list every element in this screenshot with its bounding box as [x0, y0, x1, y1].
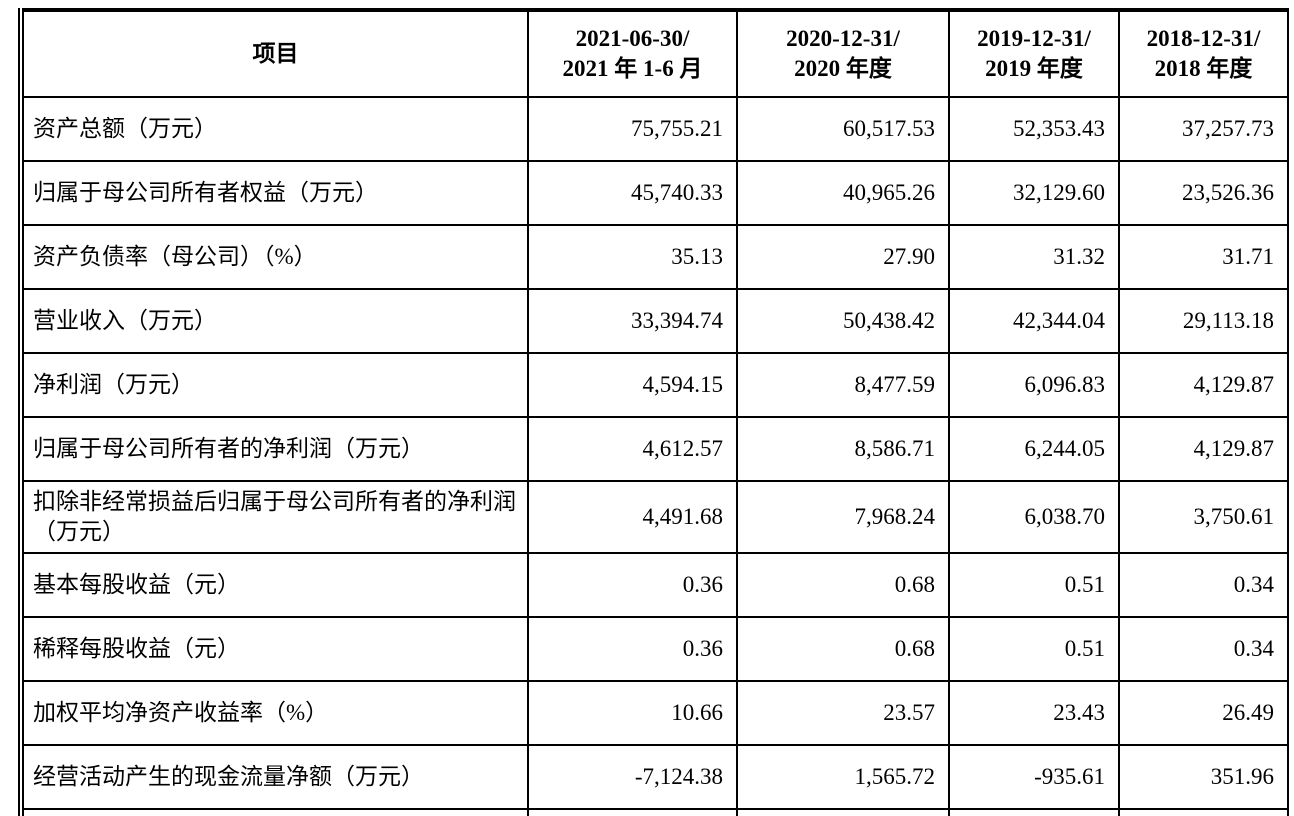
table-row-parent-net-profit: 归属于母公司所有者的净利润（万元） 4,612.57 8,586.71 6,24…	[20, 416, 1289, 482]
value-cell: 351.96	[1118, 744, 1289, 810]
value-cell: 10.66	[527, 680, 738, 746]
row-label: 资产负债率（母公司）（%）	[20, 224, 529, 290]
row-label: 基本每股收益（元）	[20, 552, 529, 618]
row-label: 净利润（万元）	[20, 352, 529, 418]
table-row-basic-eps: 基本每股收益（元） 0.36 0.68 0.51 0.34	[20, 552, 1289, 618]
value-cell: 33,394.74	[527, 288, 738, 354]
value-cell: 23.43	[948, 680, 1120, 746]
value-cell: 23,526.36	[1118, 160, 1289, 226]
header-period-range: 2018 年度	[1154, 56, 1253, 81]
value-cell: 31.71	[1118, 224, 1289, 290]
value-cell: 4,491.68	[527, 480, 738, 554]
value-cell: 45,740.33	[527, 160, 738, 226]
value-cell: 23.57	[736, 680, 950, 746]
header-cell-item: 项目	[20, 9, 529, 98]
value-cell: 37,257.73	[1118, 96, 1289, 162]
value-cell: -	[948, 808, 1120, 816]
value-cell: 0.51	[948, 616, 1120, 682]
row-label: 营业收入（万元）	[20, 288, 529, 354]
value-cell: 0.68	[736, 616, 950, 682]
value-cell: 0.36	[527, 552, 738, 618]
value-cell: 0.34	[1118, 616, 1289, 682]
header-period-date: 2019-12-31/	[977, 26, 1091, 51]
value-cell: 7,968.24	[736, 480, 950, 554]
row-label: 经营活动产生的现金流量净额（万元）	[20, 744, 529, 810]
header-period-range: 2021 年 1-6 月	[562, 56, 703, 81]
header-period-date: 2020-12-31/	[786, 26, 900, 51]
value-cell: 3,750.61	[1118, 480, 1289, 554]
value-cell: 32,129.60	[948, 160, 1120, 226]
table-row-total-assets: 资产总额（万元） 75,755.21 60,517.53 52,353.43 3…	[20, 96, 1289, 162]
value-cell: -7,124.38	[527, 744, 738, 810]
table-row-debt-ratio: 资产负债率（母公司）（%） 35.13 27.90 31.32 31.71	[20, 224, 1289, 290]
table-row-weighted-roe: 加权平均净资产收益率（%） 10.66 23.57 23.43 26.49	[20, 680, 1289, 746]
value-cell: 0.51	[948, 552, 1120, 618]
value-cell: 6,038.70	[948, 480, 1120, 554]
value-cell: 0.36	[527, 616, 738, 682]
value-cell: 0.34	[1118, 552, 1289, 618]
value-cell: 4,612.57	[527, 416, 738, 482]
value-cell: -	[527, 808, 738, 816]
value-cell: 27.90	[736, 224, 950, 290]
row-label: 资产总额（万元）	[20, 96, 529, 162]
value-cell: 6,244.05	[948, 416, 1120, 482]
header-period-date: 2021-06-30/	[575, 26, 690, 51]
row-label: 加权平均净资产收益率（%）	[20, 680, 529, 746]
header-period-date: 2018-12-31/	[1146, 26, 1261, 51]
value-cell: 52,353.43	[948, 96, 1120, 162]
table-row-operating-cash-flow: 经营活动产生的现金流量净额（万元） -7,124.38 1,565.72 -93…	[20, 744, 1289, 810]
value-cell: 35.13	[527, 224, 738, 290]
header-cell-period-2019: 2019-12-31/ 2019 年度	[948, 9, 1120, 98]
table-row-revenue: 营业收入（万元） 33,394.74 50,438.42 42,344.04 2…	[20, 288, 1289, 354]
value-cell: 1,565.72	[736, 744, 950, 810]
value-cell: 4,129.87	[1118, 352, 1289, 418]
table-header-row: 项目 2021-06-30/ 2021 年 1-6 月 2020-12-31/ …	[20, 9, 1289, 98]
value-cell: 40,965.26	[736, 160, 950, 226]
row-label: 稀释每股收益（元）	[20, 616, 529, 682]
row-label: 现金分红（万元）	[20, 808, 529, 816]
row-label: 扣除非经常损益后归属于母公司所有者的净利润（万元）	[20, 480, 529, 554]
value-cell: 31.32	[948, 224, 1120, 290]
value-cell: 26.49	[1118, 680, 1289, 746]
value-cell: 6,096.83	[948, 352, 1120, 418]
value-cell: 8,586.71	[736, 416, 950, 482]
table-row-diluted-eps: 稀释每股收益（元） 0.36 0.68 0.51 0.34	[20, 616, 1289, 682]
value-cell: -	[736, 808, 950, 816]
value-cell: 42,344.04	[948, 288, 1120, 354]
header-cell-period-2018: 2018-12-31/ 2018 年度	[1118, 9, 1289, 98]
value-cell: 50,438.42	[736, 288, 950, 354]
value-cell: 29,113.18	[1118, 288, 1289, 354]
table-row-deducted-net-profit: 扣除非经常损益后归属于母公司所有者的净利润（万元） 4,491.68 7,968…	[20, 480, 1289, 554]
header-item-label: 项目	[252, 41, 299, 66]
value-cell: 60,517.53	[736, 96, 950, 162]
financial-summary-table: 项目 2021-06-30/ 2021 年 1-6 月 2020-12-31/ …	[18, 8, 1289, 816]
value-cell: -935.61	[948, 744, 1120, 810]
header-cell-period-2021: 2021-06-30/ 2021 年 1-6 月	[527, 9, 738, 98]
table-row-parent-equity: 归属于母公司所有者权益（万元） 45,740.33 40,965.26 32,1…	[20, 160, 1289, 226]
value-cell: 8,477.59	[736, 352, 950, 418]
value-cell: 75,755.21	[527, 96, 738, 162]
value-cell: 204.21	[1118, 808, 1289, 816]
value-cell: 4,594.15	[527, 352, 738, 418]
row-label: 归属于母公司所有者权益（万元）	[20, 160, 529, 226]
table-row-net-profit: 净利润（万元） 4,594.15 8,477.59 6,096.83 4,129…	[20, 352, 1289, 418]
row-label: 归属于母公司所有者的净利润（万元）	[20, 416, 529, 482]
table-row-cash-dividend: 现金分红（万元） - - - 204.21	[20, 808, 1289, 816]
value-cell: 4,129.87	[1118, 416, 1289, 482]
value-cell: 0.68	[736, 552, 950, 618]
header-cell-period-2020: 2020-12-31/ 2020 年度	[736, 9, 950, 98]
header-period-range: 2020 年度	[794, 56, 892, 81]
header-period-range: 2019 年度	[985, 56, 1083, 81]
